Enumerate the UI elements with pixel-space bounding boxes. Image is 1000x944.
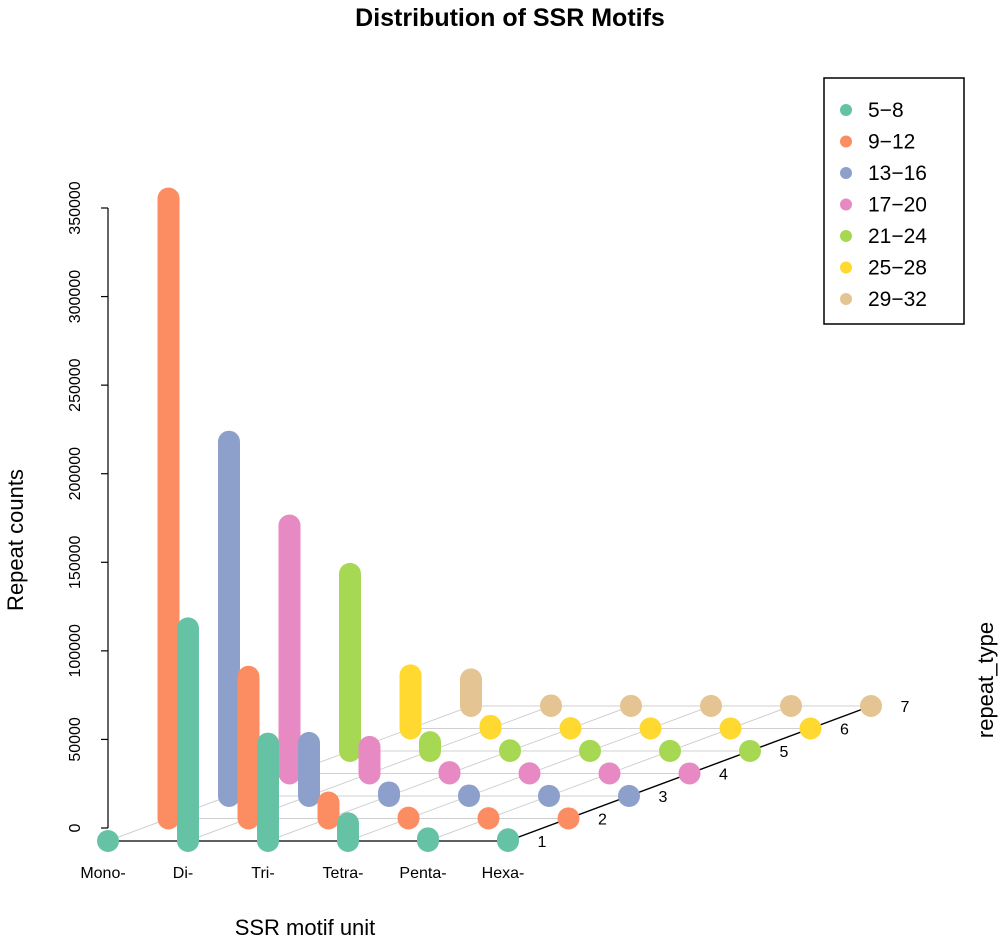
bar-29−32-Tri-: [620, 694, 642, 717]
bar-29−32-Di-: [540, 694, 562, 717]
bar-25−28-Mono-: [399, 664, 422, 740]
bar-25−28-Tetra-: [639, 717, 662, 740]
bar-13−16-Tetra-: [458, 784, 480, 807]
bar-25−28-Penta-: [719, 717, 742, 740]
bar-13−16-Tri-: [378, 781, 400, 807]
legend-label: 21−24: [868, 225, 927, 248]
x-tick-label: Mono-: [80, 865, 125, 882]
bar-29−32-Penta-: [780, 694, 802, 717]
x-tick-label: Tri-: [251, 865, 274, 882]
y-tick-label: 100000: [67, 624, 84, 677]
bar-13−16-Mono-: [218, 430, 240, 807]
legend-marker: [840, 293, 852, 305]
legend-label: 25−28: [868, 257, 927, 280]
y-tick-label: 0: [67, 823, 84, 832]
bar-21−24-Di-: [419, 731, 441, 762]
bar-21−24-Mono-: [339, 562, 361, 762]
bar-13−16-Di-: [298, 731, 320, 807]
bar-9−12-Penta-: [477, 807, 500, 830]
bar-25−28-Hexa-: [799, 717, 822, 740]
legend-marker: [840, 198, 852, 211]
depth-tick-label: 5: [780, 744, 789, 761]
bar-9−12-Hexa-: [557, 807, 580, 830]
bar-17−20-Hexa-: [678, 762, 701, 785]
bar-5−8-Tetra-: [337, 812, 359, 852]
bar-21−24-Hexa-: [739, 739, 761, 762]
bar-17−20-Di-: [358, 735, 381, 785]
bar-17−20-Mono-: [278, 514, 301, 785]
tick-labels: 0 50000 100000 150000 200000 250000 300000 3500…: [67, 181, 910, 882]
y-tick-label: 50000: [67, 717, 84, 762]
bar-17−20-Tetra-: [518, 762, 541, 785]
legend-marker: [840, 104, 852, 116]
bar-5−8-Mono-: [97, 830, 119, 852]
bar-25−28-Tri-: [559, 717, 582, 740]
x-tick-label: Di-: [173, 865, 193, 882]
legend-label: 5−8: [868, 99, 904, 122]
bar-9−12-Tri-: [317, 791, 340, 830]
bar-5−8-Penta-: [417, 827, 439, 852]
legend-label: 17−20: [868, 194, 927, 217]
bar-29−32-Tetra-: [700, 694, 722, 717]
z-axis-label: repeat_type: [973, 622, 998, 738]
bar-21−24-Tetra-: [579, 739, 601, 762]
legend-marker: [840, 230, 852, 242]
bar-17−20-Penta-: [598, 762, 621, 785]
y-tick-label: 250000: [67, 358, 84, 411]
bars: [97, 187, 882, 852]
depth-tick-label: 7: [901, 699, 910, 716]
bar-29−32-Mono-: [460, 668, 482, 717]
legend-marker: [840, 261, 852, 274]
depth-tick-label: 4: [719, 767, 728, 784]
y-axis-label: Repeat counts: [3, 469, 28, 611]
depth-tick-label: 1: [538, 834, 547, 851]
y-tick-label: 200000: [67, 447, 84, 500]
bar-9−12-Mono-: [157, 187, 180, 830]
chart-title: Distribution of SSR Motifs: [355, 4, 665, 32]
bar-13−16-Hexa-: [618, 784, 640, 807]
bar-21−24-Tri-: [499, 739, 521, 762]
bar-9−12-Tetra-: [397, 806, 420, 830]
legend-label: 9−12: [868, 131, 915, 154]
x-tick-label: Penta-: [399, 865, 446, 882]
legend: 5−8 9−12 13−16 17−20 21−24 25−28 29−32: [823, 77, 965, 325]
bar-29−32-Hexa-: [860, 694, 882, 717]
x-tick-label: Tetra-: [323, 865, 364, 882]
bar-5−8-Tri-: [257, 732, 279, 852]
bar-5−8-Di-: [177, 617, 199, 852]
y-tick-label: 300000: [67, 270, 84, 323]
x-tick-label: Hexa-: [482, 865, 525, 882]
bar-25−28-Di-: [479, 714, 502, 740]
bar-17−20-Tri-: [438, 761, 461, 785]
bar-13−16-Penta-: [538, 784, 560, 807]
depth-tick-label: 6: [840, 722, 849, 739]
legend-label: 29−32: [868, 288, 927, 311]
bar-5−8-Hexa-: [497, 828, 519, 852]
x-axis-label: SSR motif unit: [235, 915, 376, 940]
y-tick-label: 150000: [67, 535, 84, 588]
depth-tick-label: 2: [598, 812, 607, 829]
y-tick-label: 350000: [67, 181, 84, 234]
legend-label: 13−16: [868, 162, 927, 185]
depth-tick-label: 3: [659, 789, 668, 806]
legend-marker: [840, 167, 852, 179]
bar-21−24-Penta-: [659, 739, 681, 762]
legend-marker: [840, 135, 852, 148]
bar-9−12-Di-: [237, 665, 260, 830]
